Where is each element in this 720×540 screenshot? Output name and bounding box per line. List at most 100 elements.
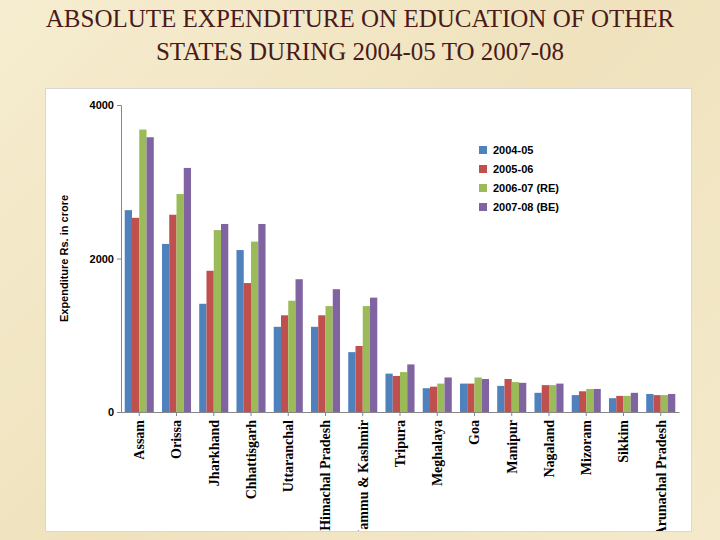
bar (556, 384, 563, 412)
bar (244, 283, 251, 412)
x-tick: Jharkhand (207, 412, 222, 486)
bar (616, 396, 623, 412)
legend-swatch (479, 146, 487, 154)
x-tick-mark (548, 412, 549, 416)
bar (274, 327, 281, 412)
bar (497, 386, 504, 412)
x-tick-mark (325, 412, 326, 416)
x-tick-mark (586, 412, 587, 416)
x-tick: Himachal Pradesh (318, 412, 333, 531)
x-tick-mark (176, 412, 177, 416)
bar (147, 137, 154, 412)
bar (393, 376, 400, 412)
legend-item: 2006-07 (RE) (479, 182, 559, 194)
bar (653, 395, 660, 412)
legend: 2004-05 2005-06 2006-07 (RE) 2007-08 (BE) (479, 144, 559, 213)
bar (199, 304, 206, 412)
bar (512, 382, 519, 412)
bar (400, 372, 407, 412)
bar (139, 130, 146, 412)
bar (258, 224, 265, 412)
x-tick: Uttaranchal (281, 412, 296, 492)
bar (355, 346, 362, 412)
bar (460, 384, 467, 412)
bar (251, 242, 258, 412)
legend-swatch (479, 165, 487, 173)
bar (623, 396, 630, 412)
legend-swatch (479, 203, 487, 211)
bar (348, 352, 355, 412)
x-tick-mark (660, 412, 661, 416)
x-tick-label: Manipur (505, 420, 520, 474)
bar (326, 306, 333, 412)
y-tick-mark (117, 259, 121, 260)
legend-item: 2005-06 (479, 163, 533, 175)
y-tick: 0 (108, 406, 121, 418)
bar-series (139, 130, 668, 412)
bar (646, 394, 653, 412)
x-tick-label: Jharkhand (207, 420, 222, 486)
bar (363, 306, 370, 412)
bar (445, 377, 452, 412)
x-tick-mark (511, 412, 512, 416)
bar (125, 210, 132, 412)
bar-series (132, 215, 661, 412)
bar (534, 393, 541, 412)
bar-series (125, 210, 654, 412)
x-tick-mark (437, 412, 438, 416)
y-tick-mark (117, 412, 121, 413)
x-tick: Tripura (393, 412, 408, 467)
x-tick-label: Arunachal Pradesh (654, 420, 669, 531)
bar (214, 230, 221, 412)
bar (132, 218, 139, 412)
x-tick: Nagaland (542, 412, 557, 478)
bar (288, 301, 295, 412)
bar (370, 298, 377, 412)
bar (318, 315, 325, 412)
bar (586, 389, 593, 412)
legend-label: 2007-08 (BE) (493, 201, 559, 213)
x-tick: Manipur (505, 412, 520, 474)
legend-item: 2004-05 (479, 144, 533, 156)
x-tick-label: Mizoram (579, 420, 594, 476)
bar (549, 385, 556, 412)
legend-label: 2006-07 (RE) (493, 182, 559, 194)
x-tick-label: Jammu & Kashmir (356, 420, 371, 531)
y-tick: 2000 (90, 253, 121, 265)
legend-label: 2005-06 (493, 163, 533, 175)
x-tick-label: Goa (467, 420, 482, 445)
x-tick-label: Tripura (393, 420, 408, 467)
bar (504, 379, 511, 412)
bar (162, 244, 169, 412)
x-tick: Jammu & Kashmir (356, 412, 371, 531)
x-tick: Orissa (169, 412, 184, 459)
bar (221, 224, 228, 412)
bar (281, 315, 288, 412)
bar (519, 383, 526, 412)
x-tick: Goa (467, 412, 482, 445)
x-tick: Chhattisgarh (244, 412, 259, 499)
bar (631, 393, 638, 412)
x-tick-mark (251, 412, 252, 416)
x-tick-mark (213, 412, 214, 416)
bar (385, 374, 392, 412)
x-tick-mark (400, 412, 401, 416)
legend-swatch (479, 184, 487, 192)
bar (668, 394, 675, 412)
x-tick-label: Meghalaya (430, 420, 445, 486)
x-tick-label: Assam (132, 420, 147, 460)
x-axis: Assam Orissa Jharkhand Chhattisgarh Uttaranc… (122, 412, 680, 531)
bar-series (147, 137, 676, 412)
bar (467, 384, 474, 412)
x-tick: Mizoram (579, 412, 594, 475)
x-tick: Meghalaya (430, 412, 445, 486)
y-tick: 4000 (90, 99, 121, 111)
bar (430, 387, 437, 412)
bar (594, 389, 601, 412)
chart-panel: 0 2000 4000 Assam Orissa Jharkhand Chhattisgar… (45, 88, 692, 532)
bar (661, 395, 668, 412)
title: ABSOLUTE EXPENDITURE ON EDUCATION OF OTH… (5, 2, 715, 68)
x-tick-mark (139, 412, 140, 416)
x-tick-label: Uttaranchal (281, 420, 296, 492)
y-tick-label: 4000 (90, 99, 114, 111)
